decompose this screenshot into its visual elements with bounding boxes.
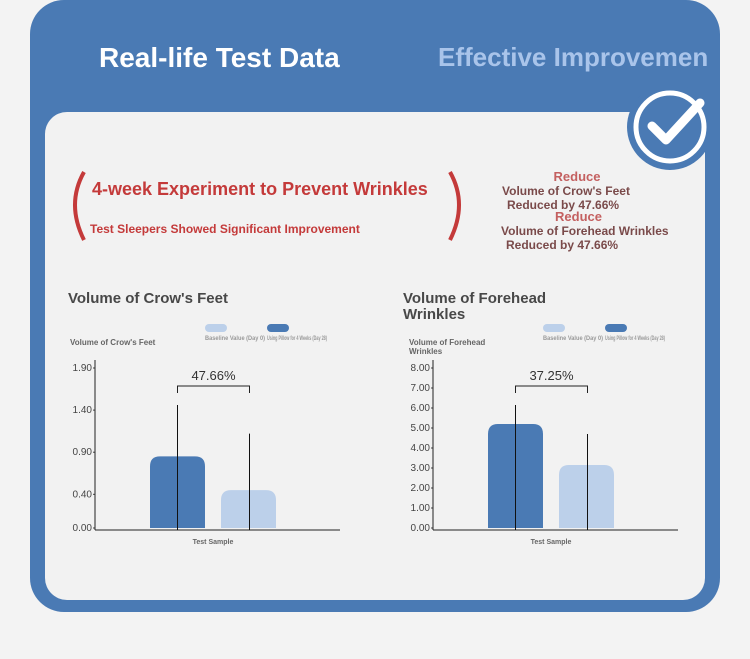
y-tick-label: 3.00 (411, 463, 431, 474)
bracket-right (448, 171, 461, 241)
legend-label: Baseline Value (Day 0) (543, 336, 603, 342)
y-tick-label: 2.00 (411, 483, 431, 494)
x-axis-label: Test Sample (531, 539, 572, 546)
legend-label: Using Pillow for 4 Weeks (Day 28) (605, 336, 665, 342)
y-tick-label: 5.00 (411, 423, 431, 434)
legend-swatch (605, 324, 627, 332)
badge-ring (633, 90, 707, 164)
chart-title: Volume of Forehead Wrinkles (403, 290, 547, 323)
legend-swatch (267, 324, 289, 332)
experiment-title: 4-week Experiment to Prevent Wrinkles (92, 179, 428, 199)
highlight: Reduce Volume of Crow's Feet Reduced by … (502, 169, 702, 212)
check-icon (647, 98, 705, 145)
bracket-left (73, 171, 86, 241)
legend-label: Baseline Value (Day 0) (205, 336, 265, 342)
legend-label: Using Pillow for 4 Weeks (Day 28) (267, 336, 327, 342)
y-tick-label: 7.00 (411, 383, 431, 394)
comparison-bracket (177, 385, 250, 393)
comparison-bracket (515, 385, 588, 393)
highlight-result: Reduced by 47.66% (507, 198, 620, 212)
annotation: 47.66% (191, 368, 236, 383)
experiment-subtitle: Test Sleepers Showed Significant Improve… (90, 222, 360, 236)
bar (221, 490, 276, 528)
highlight-text: Volume of Crow's Feet (502, 184, 630, 198)
y-tick-label: 1.40 (73, 405, 93, 416)
legend-swatch (543, 324, 565, 332)
highlight-label: Reduce (555, 209, 602, 224)
y-axis-label: Volume of Crow's Feet (70, 338, 156, 347)
y-tick-label: 1.00 (411, 503, 431, 514)
annotation: 37.25% (529, 368, 574, 383)
header-tagline: Effective Improvemen (438, 42, 709, 72)
y-tick-label: 6.00 (411, 403, 431, 414)
bar (559, 465, 614, 528)
y-axis-label: Volume of Forehead Wrinkles (409, 338, 486, 356)
highlight: Reduce Volume of Forehead Wrinkles Reduc… (501, 209, 711, 252)
y-tick-label: 0.00 (411, 523, 431, 534)
y-tick-label: 8.00 (411, 363, 431, 374)
highlight-label: Reduce (553, 169, 601, 184)
y-tick-label: 0.00 (73, 523, 93, 534)
y-tick-label: 0.90 (73, 447, 93, 458)
y-tick-label: 0.40 (73, 489, 93, 500)
header-title: Real-life Test Data (99, 42, 340, 73)
chart-title: Volume of Crow's Feet (68, 290, 228, 307)
y-tick-label: 4.00 (411, 443, 431, 454)
highlight-text: Volume of Forehead Wrinkles (501, 224, 669, 238)
x-axis-label: Test Sample (193, 539, 234, 546)
badge (627, 84, 713, 170)
legend-swatch (205, 324, 227, 332)
y-tick-label: 1.90 (73, 363, 93, 374)
highlight-result: Reduced by 47.66% (506, 238, 619, 252)
